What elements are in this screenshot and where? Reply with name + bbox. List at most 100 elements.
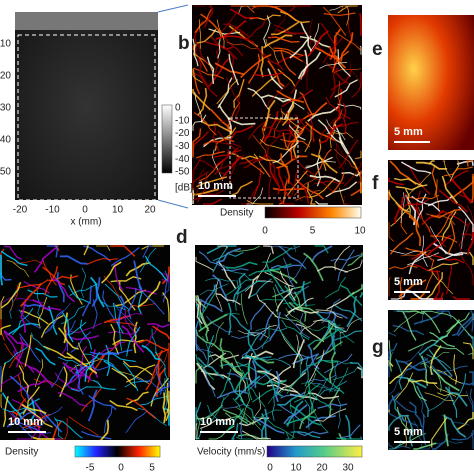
vessel <box>337 103 362 110</box>
vessel <box>216 79 239 105</box>
vessel <box>215 19 247 40</box>
vessel <box>296 174 309 204</box>
vessel <box>400 198 430 210</box>
vessel <box>340 32 354 62</box>
vessel <box>415 161 448 170</box>
vessel <box>430 235 458 243</box>
vessel <box>426 234 452 257</box>
vessel <box>269 311 281 340</box>
panel-label: e <box>372 39 383 60</box>
vessel <box>316 266 348 273</box>
vessel <box>118 295 126 326</box>
skin-layer <box>15 12 158 30</box>
vessel <box>84 359 95 382</box>
vessel <box>444 166 473 177</box>
signed-density-colorbar <box>74 445 161 458</box>
vessel <box>262 247 293 263</box>
tick-label: -5 <box>86 463 95 474</box>
vessel <box>442 160 451 178</box>
vessel <box>215 293 241 306</box>
vessel <box>317 403 348 409</box>
vessel <box>393 398 418 414</box>
vessel <box>3 330 21 359</box>
vessel <box>222 264 252 282</box>
vessel <box>228 53 240 86</box>
vessel <box>228 50 235 81</box>
vessel <box>18 364 29 395</box>
vessel <box>192 188 219 196</box>
vessel <box>283 89 298 121</box>
vessel <box>419 442 433 450</box>
vessel <box>35 347 56 366</box>
vessel <box>251 409 282 418</box>
tick-label: 20 <box>0 71 11 82</box>
vessel <box>112 339 144 346</box>
vessel <box>287 118 305 145</box>
vessel <box>315 408 347 422</box>
vessel <box>278 197 295 205</box>
vessel <box>284 285 304 312</box>
vessel <box>409 216 422 246</box>
vessel <box>314 367 345 395</box>
vessel <box>32 299 61 311</box>
vessel <box>44 266 58 296</box>
vessel <box>437 251 468 261</box>
vessel <box>222 408 248 425</box>
vessel <box>451 179 473 204</box>
velocity-colorbar <box>266 445 363 458</box>
vessel <box>457 313 474 337</box>
vessel <box>212 251 244 262</box>
vessel <box>294 382 321 403</box>
vessel <box>240 53 272 79</box>
vessel <box>278 353 310 360</box>
vessel <box>404 193 422 219</box>
vessel <box>124 377 155 388</box>
vessel <box>302 60 309 91</box>
vessel <box>388 276 391 297</box>
vessel <box>299 49 308 80</box>
vessel <box>59 366 68 398</box>
vessel <box>195 365 203 384</box>
vessel <box>232 397 248 426</box>
vessel <box>234 245 260 252</box>
vessel <box>388 177 404 186</box>
vessel <box>219 362 251 368</box>
vessel <box>388 191 410 213</box>
vessel <box>308 328 340 347</box>
vessel <box>251 360 257 389</box>
vessel <box>219 338 225 369</box>
vessel <box>229 180 253 197</box>
vessel <box>200 13 225 38</box>
vessel <box>309 18 313 48</box>
vessel <box>359 13 362 36</box>
vessel <box>263 245 274 254</box>
vessel <box>359 292 363 298</box>
tick-label: -20 <box>175 128 190 139</box>
vessel <box>346 295 358 328</box>
vessel <box>416 385 429 418</box>
vessel <box>428 262 459 272</box>
vessel <box>400 161 432 174</box>
vessel <box>17 374 27 404</box>
vessel <box>152 349 169 379</box>
vessel <box>429 226 447 255</box>
vessel <box>299 21 313 52</box>
vessel <box>319 123 344 144</box>
roi-box <box>17 34 156 201</box>
vessel <box>432 369 460 392</box>
vessel <box>269 245 301 250</box>
vessel <box>298 408 317 430</box>
panel-label: b <box>178 33 190 54</box>
vessel <box>65 320 76 352</box>
vessel <box>265 169 272 200</box>
vessel <box>246 200 274 205</box>
vessel <box>289 404 322 426</box>
vessel <box>461 232 474 237</box>
vessel <box>134 377 165 392</box>
vessel <box>267 60 285 88</box>
vessel <box>284 314 311 339</box>
vessel <box>133 260 143 291</box>
vessel <box>53 416 64 440</box>
vessel <box>388 412 418 427</box>
vessel <box>328 45 347 69</box>
